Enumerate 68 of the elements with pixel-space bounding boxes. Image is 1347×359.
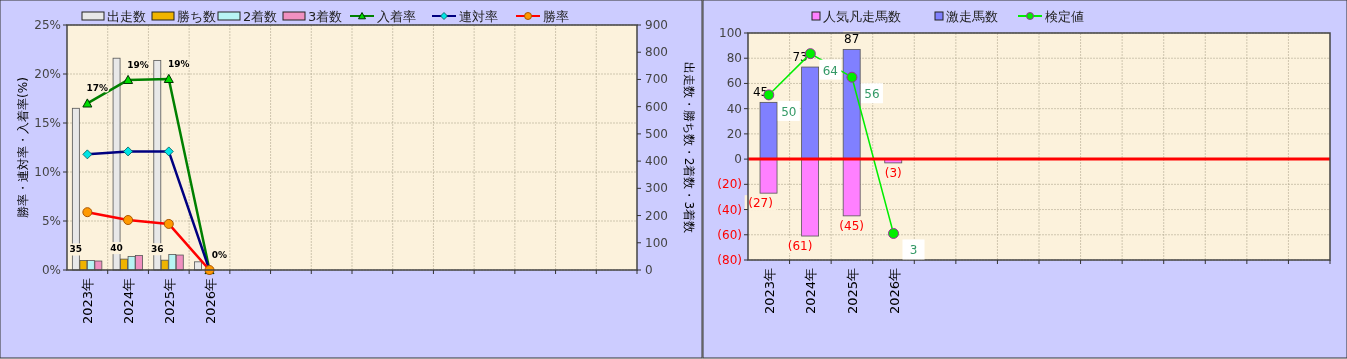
legend-label: 人気凡走馬数 [823,9,901,24]
legend-label: 3着数 [308,9,343,24]
y2-tick-label: 400 [645,154,668,169]
legend-label: 連対率 [459,9,498,24]
data-label: 56 [864,87,880,102]
y-tick-label: 25% [34,18,61,32]
legend-label: 出走数 [107,9,146,24]
y2-tick-label: 0 [645,263,653,277]
y-tick-label: (20) [717,177,742,192]
legend-label: 入着率 [377,9,416,24]
y2-tick-label: 100 [645,235,668,250]
bar [801,66,820,160]
y-tick-label: 20% [34,67,61,81]
y-tick-label: 100 [719,26,742,40]
x-tick-label: 2023年 [80,278,96,325]
legend-label: 勝ち数 [177,9,216,24]
x-tick-label: 2024年 [803,268,819,315]
y-tick-label: 60 [726,76,742,91]
point [846,71,858,83]
y-axis-title: 勝率・連対率・入着率(%) [16,77,30,218]
y-tick-label: 0 [734,152,742,167]
data-label: (3) [884,165,902,180]
legend-label: 勝率 [543,9,569,24]
data-label: 3 [909,243,918,258]
y-tick-label: (60) [717,227,742,242]
data-label: (45) [839,218,864,233]
y-tick-label: 20 [726,126,742,141]
y-tick-label: (80) [717,253,742,267]
point [888,227,899,239]
x-tick-label: 2025年 [161,278,177,325]
bar [801,158,820,237]
y2-tick-label: 300 [645,181,668,196]
data-label: 0% [211,250,228,260]
x-tick-label: 2023年 [761,268,777,315]
legend-label: 2着数 [243,9,278,24]
x-tick-label: 2025年 [844,268,860,315]
y2-tick-label: 200 [645,208,668,223]
y2-tick-label: 700 [645,72,668,87]
data-label: 19% [168,58,190,69]
y2-tick-label: 500 [645,126,668,141]
y-tick-label: 10% [34,165,61,179]
x-tick-label: 2026年 [886,268,902,315]
data-label: 36 [151,244,164,255]
data-label: 50 [781,104,797,119]
x-tick-label: 2026年 [202,278,218,325]
legend-label: 検定値 [1045,9,1084,24]
data-label: 40 [110,243,123,254]
data-label: 35 [69,244,83,255]
data-label: 19% [127,59,149,70]
data-label: (27) [748,196,773,211]
data-label: 87 [844,32,860,47]
legend-label: 激走馬数 [946,9,998,24]
y2-tick-label: 600 [645,99,668,114]
bar [759,101,778,160]
y2-tick-label: 900 [645,18,668,32]
y2-axis-title: 出走数・勝ち数・2着数・3着数 [682,61,696,234]
data-label: 17% [86,83,109,94]
y-tick-label: 80 [726,51,742,66]
data-label: (61) [787,239,813,254]
y2-tick-label: 800 [645,45,668,60]
y-tick-label: 40 [726,101,742,116]
y-tick-label: 0% [41,263,61,277]
bar [842,48,861,160]
x-tick-label: 2024年 [121,278,137,325]
y-tick-label: 5% [41,214,61,228]
data-label: 64 [822,63,838,78]
y-tick-label: 15% [34,116,61,130]
y-tick-label: (40) [717,202,742,217]
